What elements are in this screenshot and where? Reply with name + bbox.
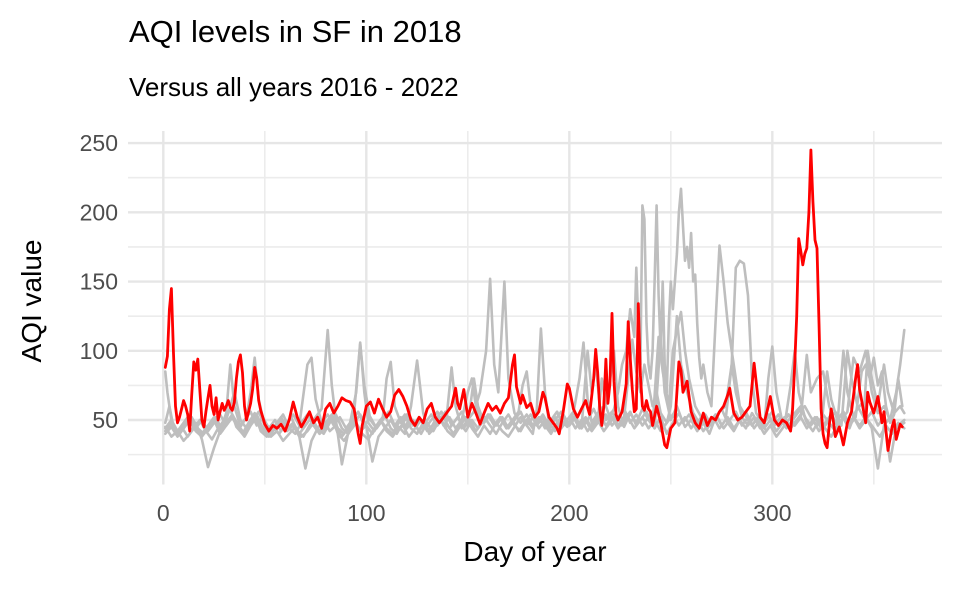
y-tick-label: 100: [80, 338, 118, 364]
series-line-2022: [164, 310, 904, 433]
series-line-2016: [164, 327, 906, 469]
x-tick-label: 200: [550, 500, 588, 526]
y-tick-label: 150: [80, 269, 118, 295]
x-tick-label: 0: [157, 500, 170, 526]
y-tick-label: 200: [80, 199, 118, 225]
series-line-2018: [163, 148, 904, 452]
y-tick-label: 250: [80, 130, 118, 156]
x-tick-label: 100: [347, 500, 385, 526]
chart-title: AQI levels in SF in 2018: [129, 14, 462, 49]
series-line-2021: [164, 314, 906, 436]
series-line-2019: [164, 277, 906, 470]
chart-subtitle: Versus all years 2016 - 2022: [129, 72, 459, 102]
x-tick-label: 300: [753, 500, 791, 526]
y-tick-label: 50: [92, 407, 118, 433]
x-axis-title: Day of year: [463, 536, 607, 567]
